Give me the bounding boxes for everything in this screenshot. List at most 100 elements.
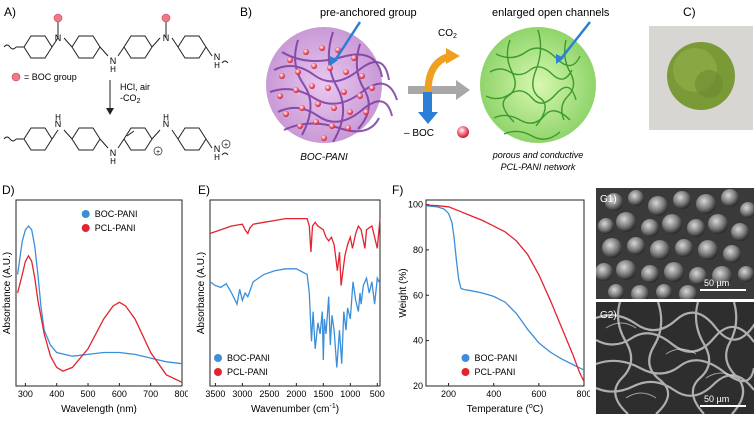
legend-label-boc-pani: BOC-PANI: [475, 353, 518, 363]
reaction-conditions-2: -CO2: [120, 93, 141, 105]
x-tick-label: 1500: [313, 389, 333, 399]
x-axis-label-end: ): [336, 404, 339, 415]
plot-frame: [15, 199, 183, 387]
boc-pani-structure: [3, 22, 229, 64]
panel-d: D) 300 400 500 600 700 800 Wavelength (nm) Absor…: [0, 182, 190, 421]
x-tick-label: 3000: [232, 389, 252, 399]
film-shadow: [695, 70, 723, 98]
nitrogen-top-1: N: [55, 33, 62, 43]
co2-label: CO2: [438, 28, 457, 40]
legend-marker-pcl-pani: [214, 368, 222, 376]
y-tick-label: 80: [413, 245, 423, 255]
sem-image-g2: [595, 301, 756, 415]
boc-group-marker-1: [53, 13, 63, 23]
x-tick-label: 700: [143, 389, 158, 399]
series-line-boc-pani: [209, 268, 381, 368]
boc-pani-caption: BOC-PANI: [300, 152, 348, 163]
series-line-boc-pani: [16, 224, 183, 365]
positive-charge-2-sign: +: [224, 142, 228, 149]
legend-marker-boc-pani: [461, 354, 470, 362]
nitrogen-b-4: N: [214, 144, 221, 154]
plot-frame: [209, 199, 381, 387]
x-axis-label-text: Wavelength (nm): [61, 404, 137, 415]
x-tick-label: 2000: [286, 389, 306, 399]
sem-divider: [596, 299, 754, 302]
panel-e: E) 3500 3000 2500 2000 1500 1000 500 Wavenumber …: [196, 182, 386, 421]
y-axis-label: Absorbance (A.U.): [196, 252, 207, 334]
x-tick-label: 1000: [340, 389, 360, 399]
series-line-boc-pani: [425, 205, 585, 371]
x-axis-label-sup: o: [529, 403, 533, 410]
legend-label-pcl-pani: PCL-PANI: [227, 367, 268, 377]
nitrogen-b-1-h: H: [55, 113, 61, 122]
nitrogen-b-2-h: H: [110, 157, 116, 166]
sem-images: G1) 50 µm G2) 50 µm: [595, 188, 756, 415]
legend-label-boc-pani: BOC-PANI: [95, 209, 138, 219]
x-tick-label: 800: [174, 389, 188, 399]
g1-label: G1): [600, 194, 617, 205]
legend-label-pcl-pani: PCL-PANI: [475, 367, 516, 377]
panel-c-label: C): [683, 5, 696, 19]
nitrogen-top-2: N: [163, 33, 170, 43]
x-tick-label: 500: [370, 389, 385, 399]
positive-charge-1-sign: +: [156, 149, 160, 156]
x-tick-label: 800: [576, 389, 590, 399]
y-tick-label: 60: [413, 290, 423, 300]
x-tick-label: 300: [18, 389, 33, 399]
nitrogen-b-2: N: [110, 148, 117, 158]
legend-marker-boc-pani: [81, 210, 90, 218]
legend-marker-boc-pani: [214, 354, 222, 362]
boc-legend-text: = BOC group: [24, 72, 77, 82]
boc-legend-marker: [11, 72, 21, 82]
x-axis-label-sup: -1: [329, 403, 335, 410]
panel-b-schematic: B) pre-anchored group enlarged open chan…: [240, 5, 610, 172]
x-tick-label: 600: [531, 389, 546, 399]
pcl-pani-caption-2: PCL-PANI network: [501, 162, 576, 172]
x-tick-label: 600: [112, 389, 127, 399]
uv-vis-chart: D) 300 400 500 600 700 800 Wavelength (nm) Absor…: [2, 183, 190, 415]
nitrogen-nh-1-h: H: [110, 65, 116, 74]
x-tick-label: 2500: [259, 389, 279, 399]
x-axis-label: Wavenumber (cm-1): [251, 403, 339, 415]
positive-charge-1: [153, 146, 163, 156]
plot-frame: [425, 199, 585, 387]
series-line-pcl-pani: [16, 254, 183, 383]
y-tick-label: 40: [413, 336, 423, 346]
x-tick-label: 500: [81, 389, 96, 399]
y-tick-label: 20: [413, 381, 423, 391]
x-tick-label: 3500: [205, 389, 225, 399]
x-axis-label-end: C): [533, 404, 544, 415]
panel-c-photo: C): [649, 5, 753, 130]
reaction-conditions-1: HCl, air: [120, 82, 150, 92]
x-axis-label-text: Wavenumber (cm: [251, 404, 330, 415]
reaction-arrow-head: [106, 108, 114, 115]
pcl-pani-disk: [480, 21, 596, 143]
process-arrows: [408, 48, 470, 124]
panel-c: C): [645, 0, 756, 135]
series-line-pcl-pani: [209, 217, 381, 286]
panel-b-label: B): [240, 5, 252, 19]
legend-label-boc-pani: BOC-PANI: [227, 353, 270, 363]
nitrogen-nh-2: N: [214, 52, 221, 62]
boc-ball-icon: [457, 126, 469, 138]
panel-g: G1) 50 µm G2) 50 µm: [595, 188, 756, 415]
nitrogen-b-3-h: H: [163, 113, 169, 122]
x-tick-label: 400: [486, 389, 501, 399]
sem-image-g1: [595, 188, 756, 303]
panel-label-e: E): [198, 183, 210, 197]
g2-label: G2): [600, 310, 617, 321]
enlarged-channels-label: enlarged open channels: [492, 7, 610, 19]
positive-charge-2: [221, 139, 231, 149]
boc-pani-disk: [266, 21, 398, 143]
nitrogen-b-1: N: [55, 119, 62, 129]
panel-label-f: F): [392, 183, 403, 197]
series-line-pcl-pani: [425, 204, 585, 382]
panel-a: A) N N N H N H = BOC group: [0, 0, 232, 170]
legend-label-pcl-pani: PCL-PANI: [95, 223, 136, 233]
pre-anchored-label: pre-anchored group: [320, 7, 417, 19]
panel-b: B) pre-anchored group enlarged open chan…: [238, 0, 633, 175]
panel-a-structures: A) N N N H N H = BOC group: [3, 5, 231, 166]
x-axis-label: Temperature (oC): [467, 403, 544, 415]
boc-group-marker-2: [161, 13, 171, 23]
nitrogen-nh-2-h: H: [214, 61, 220, 70]
